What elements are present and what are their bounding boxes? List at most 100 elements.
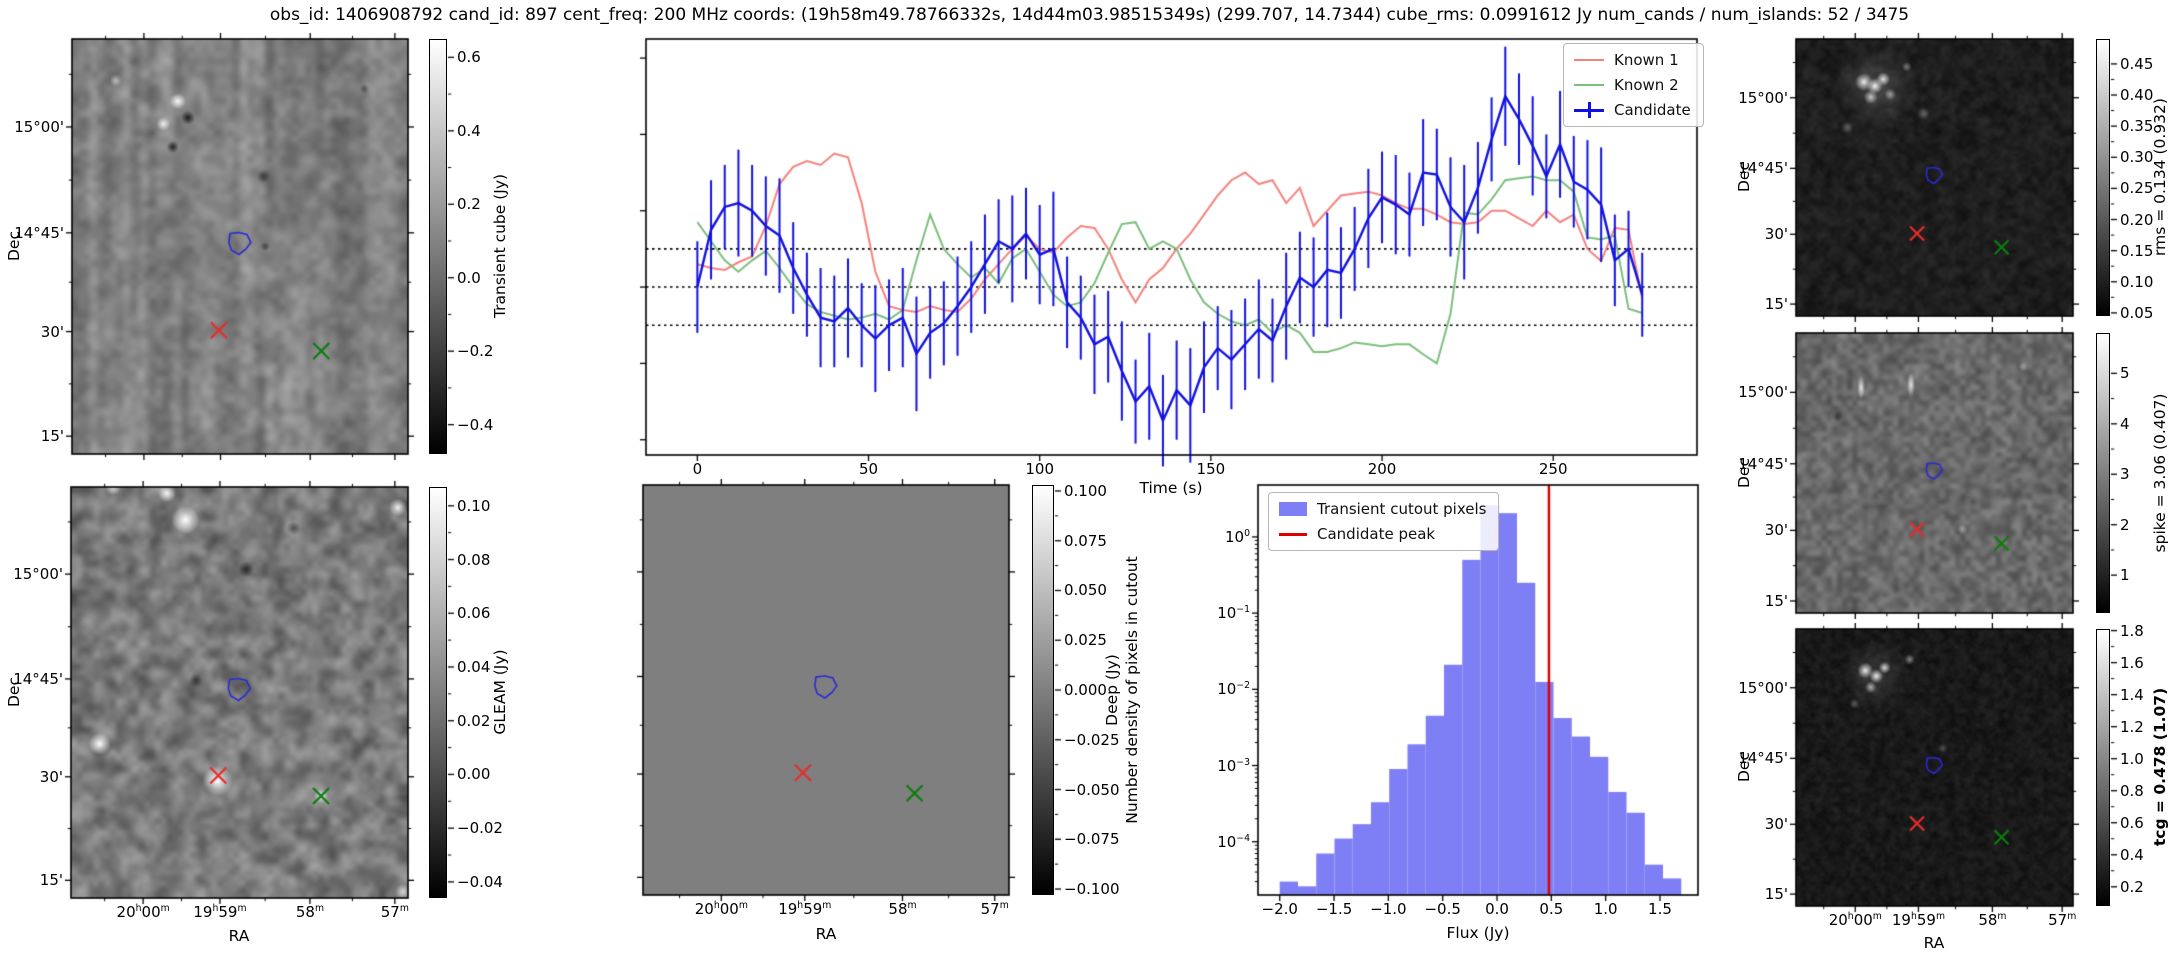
- colorbar-deep: [1032, 485, 1054, 895]
- colorbar-tick-label: 0.05: [2120, 303, 2154, 322]
- density-tick-label: 10−1: [1217, 604, 1250, 623]
- dec-tick-label: 30': [40, 322, 64, 341]
- colorbar-tick-label: 0.45: [2120, 54, 2154, 73]
- colorbar-label-gleam: GLEAM (Jy): [491, 649, 509, 735]
- density-tick-label: 10−4: [1217, 832, 1250, 851]
- colorbar-tick-label: −0.02: [457, 819, 503, 838]
- time-tick-label: 250: [1538, 460, 1568, 478]
- flux-tick-label: 1.5: [1648, 900, 1672, 918]
- time-tick-label: 200: [1367, 460, 1397, 478]
- colorbar-tick-label: 0.4: [457, 121, 481, 140]
- dec-tick-label: 15': [1764, 295, 1788, 314]
- flux-tick-label: −1.5: [1315, 900, 1353, 918]
- colorbar-label-tcg: tcg = 0.478 (1.07): [2151, 687, 2169, 847]
- dec-tick-label: 30': [1764, 225, 1788, 244]
- colorbar-label-rms: rms = 0.134 (0.932): [2151, 98, 2169, 256]
- colorbar-tick-label: −0.050: [1064, 780, 1120, 799]
- candidate-errorbar-sample: [1574, 102, 1604, 118]
- colorbar-tick-label: 1.2: [2120, 717, 2144, 736]
- dec-tick-label: 14°45': [13, 669, 63, 688]
- colorbar-tick-label: 0.02: [457, 711, 491, 730]
- dec-tick-label: 15°00': [1738, 383, 1788, 402]
- colorbar-tick-label: 1: [2120, 566, 2130, 585]
- colorbar-tick-label: 0.15: [2120, 241, 2154, 260]
- density-tick-label: 10−3: [1217, 756, 1250, 775]
- dec-axis-label: Dec: [1735, 162, 1753, 192]
- colorbar-tick-label: 1.8: [2120, 621, 2144, 640]
- legend-item-known2: Known 2: [1574, 76, 1691, 94]
- legend-label-known2: Known 2: [1614, 76, 1679, 94]
- ra-tick-label: 57m: [2048, 911, 2077, 929]
- legend-label-known1: Known 1: [1614, 51, 1679, 69]
- colorbar-tick-label: 0.2: [2120, 877, 2144, 896]
- colorbar-tick-label: 0.00: [457, 765, 491, 784]
- colorbar-tick-label: 0.25: [2120, 179, 2154, 198]
- dec-tick-label: 14°45': [1738, 454, 1788, 473]
- ra-tick-label: 58m: [1978, 911, 2007, 929]
- colorbar-tick-label: 1.0: [2120, 749, 2144, 768]
- colorbar-tick-label: 0.06: [457, 604, 491, 623]
- legend-label-candidate-peak: Candidate peak: [1317, 525, 1436, 543]
- legend-item-cutout-pixels: Transient cutout pixels: [1279, 500, 1486, 518]
- known2-line-sample: [1574, 83, 1604, 87]
- colorbar-tick-label: 4: [2120, 414, 2130, 433]
- colorbar-tick-label: 0.40: [2120, 86, 2154, 105]
- dec-tick-label: 15°00': [1738, 88, 1788, 107]
- ra-axis-label: RA: [228, 927, 250, 945]
- ra-tick-label: 58m: [295, 903, 324, 921]
- colorbar-tick-label: 3: [2120, 465, 2130, 484]
- colorbar-tcg: [2096, 629, 2110, 906]
- colorbar-tick-label: 0.100: [1064, 481, 1107, 500]
- colorbar-tick-label: −0.100: [1064, 880, 1120, 899]
- colorbar-tick-label: 0.20: [2120, 210, 2154, 229]
- colorbar-tick-label: 0.000: [1064, 681, 1107, 699]
- ra-tick-label: 20h00m: [116, 903, 170, 921]
- ra-tick-label: 57m: [380, 903, 409, 921]
- flux-tick-label: −2.0: [1261, 900, 1298, 918]
- ra-axis-label: RA: [1923, 934, 1945, 952]
- colorbar-tick-label: 5: [2120, 364, 2130, 383]
- dec-tick-label: 15': [39, 871, 63, 890]
- colorbar-tick-label: 0.8: [2120, 781, 2144, 800]
- dec-tick-label: 30': [39, 767, 63, 786]
- histogram-patch-sample: [1279, 502, 1307, 516]
- flux-tick-label: 0.0: [1485, 900, 1509, 918]
- colorbar-tick-label: 0.08: [457, 550, 491, 569]
- dec-axis-label: Dec: [1735, 458, 1753, 488]
- legend-label-candidate: Candidate: [1614, 101, 1691, 119]
- colorbar-tick-label: 0.025: [1064, 631, 1107, 650]
- dec-axis-label: Dec: [5, 231, 23, 261]
- dec-tick-label: 15°00': [13, 565, 63, 584]
- colorbar-tick-label: −0.075: [1064, 830, 1120, 849]
- time-tick-label: 50: [858, 460, 879, 478]
- dec-axis-label: Dec: [5, 677, 23, 707]
- colorbar-tick-label: 0.075: [1064, 531, 1107, 550]
- ra-tick-label: 19h59m: [1891, 911, 1945, 929]
- colorbar-tick-label: 0.10: [457, 496, 491, 515]
- colorbar-tick-label: 1.4: [2120, 685, 2144, 704]
- time-axis-label: Time (s): [1139, 479, 1203, 497]
- colorbar-label-deep: Deep (Jy): [1103, 654, 1121, 726]
- colorbar-tick-label: −0.4: [457, 415, 494, 434]
- ra-tick-label: 57m: [980, 900, 1009, 918]
- colorbar-tick-label: −0.025: [1064, 730, 1120, 749]
- colorbar-tick-label: 0.4: [2120, 845, 2144, 864]
- colorbar-spike: [2096, 333, 2110, 613]
- density-tick-label: 10−2: [1217, 680, 1250, 699]
- ra-tick-label: 20h00m: [1828, 911, 1882, 929]
- colorbar-tick-label: 0.2: [457, 195, 481, 214]
- legend-label-cutout-pixels: Transient cutout pixels: [1317, 500, 1487, 518]
- colorbar-tick-label: −0.2: [457, 342, 494, 361]
- time-tick-label: 150: [1196, 460, 1226, 478]
- colorbar-label-transient: Transient cube (Jy): [491, 173, 509, 319]
- colorbar-tick-label: 0.6: [457, 48, 481, 67]
- dec-tick-label: 14°45': [14, 223, 64, 242]
- colorbar-gleam: [429, 487, 447, 898]
- dec-tick-label: 15': [1764, 885, 1788, 904]
- ra-tick-label: 19h59m: [193, 903, 247, 921]
- flux-tick-label: 0.5: [1539, 900, 1564, 918]
- colorbar-tick-label: 0.6: [2120, 813, 2144, 832]
- dec-tick-label: 14°45': [1738, 159, 1788, 178]
